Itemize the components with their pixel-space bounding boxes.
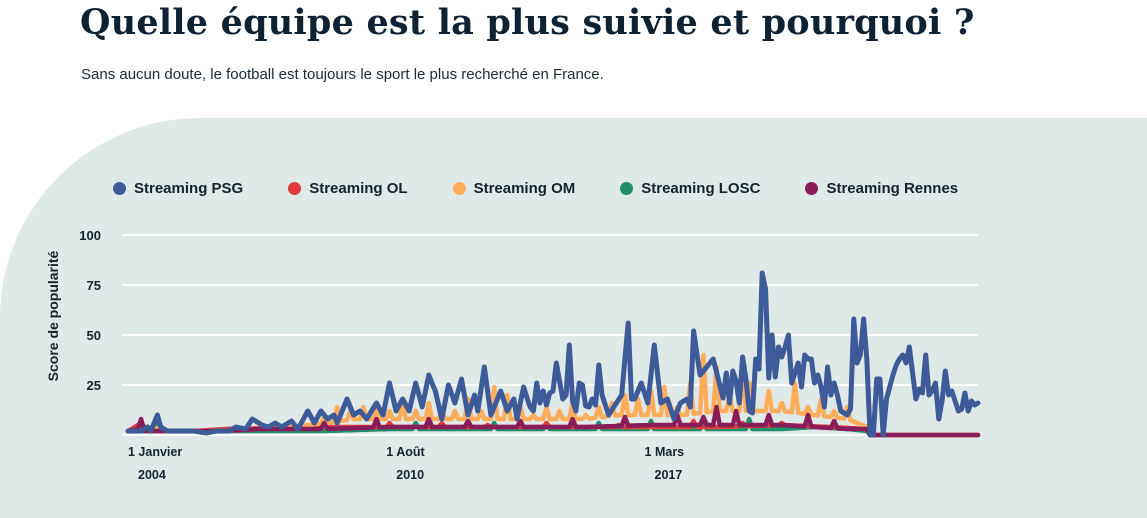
legend-item-ol[interactable]: Streaming OL <box>288 179 408 197</box>
legend-dot-psg <box>113 181 126 195</box>
legend-label-ol: Streaming OL <box>309 179 408 197</box>
legend-item-losc[interactable]: Streaming LOSC <box>620 180 760 197</box>
x-tick-label: 1 Mars <box>645 445 685 459</box>
y-tick-label: 75 <box>87 278 101 293</box>
legend-item-rennes[interactable]: Streaming Rennes <box>805 180 958 197</box>
y-tick-label: 25 <box>87 378 101 393</box>
x-tick-year: 2010 <box>396 468 424 482</box>
x-tick-year: 2017 <box>655 468 683 482</box>
legend-dot-losc <box>620 181 634 195</box>
page-subtitle: Sans aucun doute, le football est toujou… <box>81 66 604 83</box>
legend-label-psg: Streaming PSG <box>134 179 244 197</box>
y-tick-label: 100 <box>79 228 101 243</box>
chart-panel <box>0 118 1147 518</box>
x-tick-label: 1 Août <box>386 445 425 459</box>
x-tick-year: 2004 <box>138 468 166 482</box>
page-title: Quelle équipe est la plus suivie et pour… <box>80 2 975 43</box>
series-line-streaming-psg <box>125 270 981 438</box>
legend-label-rennes: Streaming Rennes <box>826 179 959 197</box>
y-tick-label: 50 <box>87 328 101 343</box>
x-tick-label: 1 Janvier <box>128 445 182 459</box>
legend-label-om: Streaming OM <box>473 179 576 197</box>
chart-legend: Streaming PSG Streaming OL Streaming OM … <box>113 178 1003 198</box>
legend-label-losc: Streaming LOSC <box>641 179 761 197</box>
legend-item-psg[interactable]: Streaming PSG <box>113 180 243 197</box>
legend-dot-rennes <box>805 181 819 195</box>
legend-dot-om <box>452 181 466 195</box>
legend-item-om[interactable]: Streaming OM <box>452 179 576 197</box>
legend-dot-ol <box>288 181 302 195</box>
